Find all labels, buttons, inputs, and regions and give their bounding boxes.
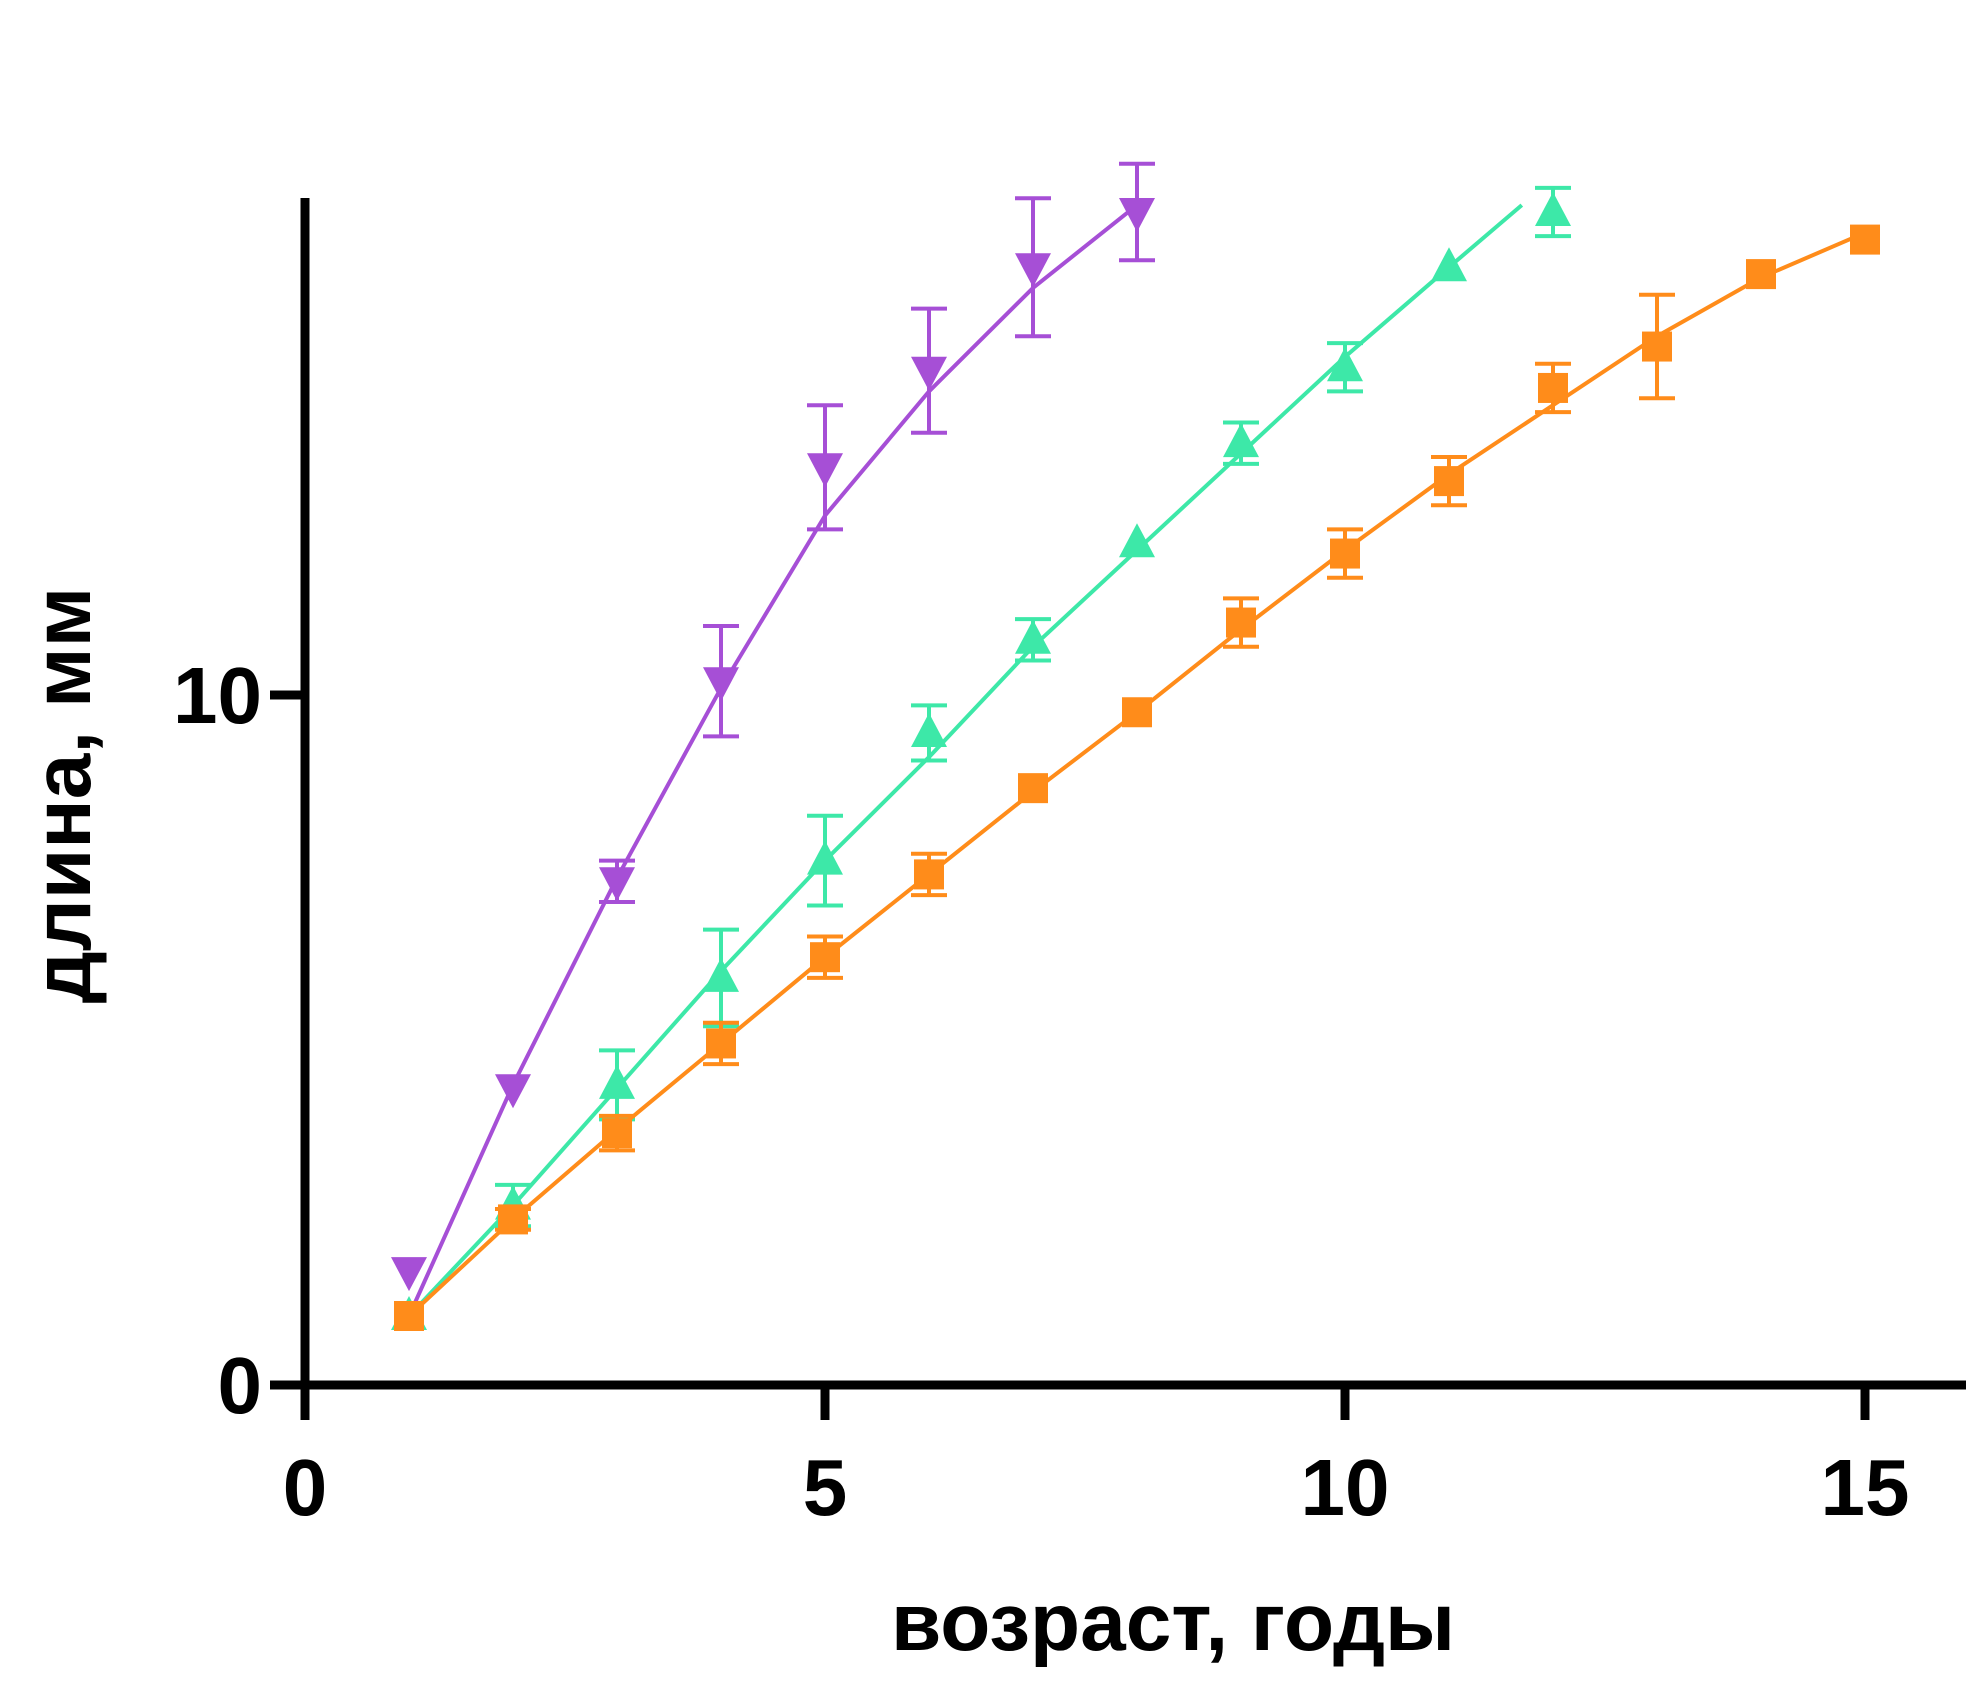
data-point [1642,331,1672,362]
data-point [1122,697,1152,728]
x-tick-label: 15 [1821,1443,1910,1532]
x-tick-label: 5 [803,1443,848,1532]
data-point [1746,259,1776,290]
data-point [1015,619,1051,654]
data-point [1223,423,1259,458]
data-point [703,667,739,702]
data-point [602,1118,632,1149]
fit-line [407,203,1139,1317]
x-tick-label: 0 [283,1443,328,1532]
data-point [394,1301,424,1331]
x-tick-label: 10 [1301,1443,1390,1532]
axes [300,198,1966,1390]
y-tick-label: 0 [218,1341,263,1430]
data-point [599,1064,635,1099]
data-point [911,356,947,391]
data-point [391,1257,427,1292]
y-axis-title: длина, мм [17,587,108,1004]
fit-line [407,230,1866,1318]
data-point [1018,773,1048,804]
data-point [1535,192,1571,226]
data-point [1330,538,1360,569]
data-point [703,957,739,992]
data-point [599,867,635,902]
data-point [807,453,843,488]
series-triangle-down [391,161,1155,1317]
y-tick-label: 10 [173,651,262,740]
data-point [807,840,843,875]
data-point [1226,607,1256,638]
data-point [810,942,840,973]
tick-marks: 0 5 10 15 0 10 [173,651,1909,1532]
data-point [498,1204,528,1235]
data-point [1431,247,1467,282]
data-point [1327,347,1363,382]
series-triangle-up [391,185,1571,1330]
series-square [394,224,1880,1331]
data-point [914,859,944,890]
data-point [706,1028,736,1059]
x-axis-title: возраст, годы [891,1577,1455,1668]
data-point [1015,253,1051,288]
data-point [1434,466,1464,497]
data-point [1119,198,1155,232]
data-point [495,1074,531,1109]
data-point [911,712,947,747]
plot-area [391,161,1880,1331]
data-point [1119,523,1155,558]
data-point [1538,372,1568,403]
data-point [1850,224,1880,255]
